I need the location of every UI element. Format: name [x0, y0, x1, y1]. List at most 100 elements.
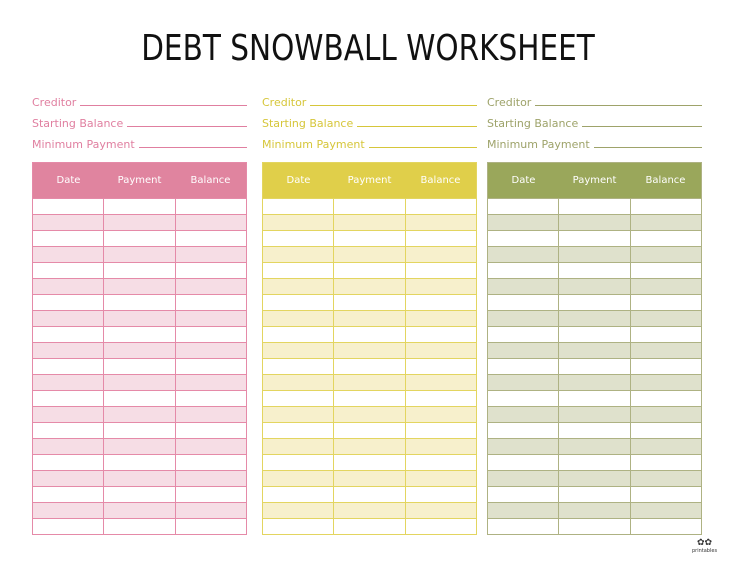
table-cell[interactable]	[174, 311, 246, 326]
table-cell[interactable]	[558, 471, 629, 486]
table-cell[interactable]	[558, 487, 629, 502]
table-cell[interactable]	[404, 215, 476, 230]
table-cell[interactable]	[333, 487, 404, 502]
table-cell[interactable]	[33, 439, 103, 454]
table-cell[interactable]	[174, 487, 246, 502]
table-cell[interactable]	[174, 199, 246, 214]
table-cell[interactable]	[333, 311, 404, 326]
table-cell[interactable]	[333, 279, 404, 294]
table-cell[interactable]	[488, 439, 558, 454]
table-cell[interactable]	[33, 231, 103, 246]
table-cell[interactable]	[558, 215, 629, 230]
table-cell[interactable]	[629, 471, 701, 486]
table-cell[interactable]	[488, 423, 558, 438]
table-cell[interactable]	[629, 231, 701, 246]
table-cell[interactable]	[404, 359, 476, 374]
table-cell[interactable]	[629, 359, 701, 374]
table-cell[interactable]	[174, 295, 246, 310]
table-cell[interactable]	[174, 375, 246, 390]
table-cell[interactable]	[103, 375, 174, 390]
table-cell[interactable]	[33, 247, 103, 262]
table-cell[interactable]	[404, 407, 476, 422]
table-cell[interactable]	[103, 295, 174, 310]
table-cell[interactable]	[263, 391, 333, 406]
table-cell[interactable]	[333, 455, 404, 470]
table-cell[interactable]	[103, 263, 174, 278]
table-cell[interactable]	[404, 279, 476, 294]
table-cell[interactable]	[404, 439, 476, 454]
table-cell[interactable]	[488, 487, 558, 502]
table-cell[interactable]	[333, 519, 404, 534]
field-input-line[interactable]	[535, 105, 702, 106]
table-cell[interactable]	[33, 391, 103, 406]
table-cell[interactable]	[333, 215, 404, 230]
table-cell[interactable]	[174, 263, 246, 278]
table-cell[interactable]	[558, 343, 629, 358]
table-cell[interactable]	[103, 343, 174, 358]
table-cell[interactable]	[333, 199, 404, 214]
table-cell[interactable]	[33, 423, 103, 438]
table-cell[interactable]	[629, 439, 701, 454]
table-cell[interactable]	[174, 343, 246, 358]
table-cell[interactable]	[488, 215, 558, 230]
table-cell[interactable]	[263, 247, 333, 262]
table-cell[interactable]	[263, 295, 333, 310]
table-cell[interactable]	[404, 487, 476, 502]
table-cell[interactable]	[629, 279, 701, 294]
table-cell[interactable]	[174, 215, 246, 230]
table-cell[interactable]	[558, 423, 629, 438]
table-cell[interactable]	[174, 471, 246, 486]
field-input-line[interactable]	[310, 105, 477, 106]
table-cell[interactable]	[629, 311, 701, 326]
table-cell[interactable]	[333, 327, 404, 342]
table-cell[interactable]	[33, 487, 103, 502]
table-cell[interactable]	[404, 503, 476, 518]
table-cell[interactable]	[103, 423, 174, 438]
table-cell[interactable]	[33, 359, 103, 374]
table-cell[interactable]	[629, 455, 701, 470]
table-cell[interactable]	[174, 391, 246, 406]
table-cell[interactable]	[558, 231, 629, 246]
table-cell[interactable]	[629, 519, 701, 534]
table-cell[interactable]	[488, 327, 558, 342]
table-cell[interactable]	[488, 503, 558, 518]
table-cell[interactable]	[103, 279, 174, 294]
table-cell[interactable]	[558, 279, 629, 294]
table-cell[interactable]	[558, 455, 629, 470]
table-cell[interactable]	[488, 199, 558, 214]
table-cell[interactable]	[404, 455, 476, 470]
field-input-line[interactable]	[127, 126, 247, 127]
table-cell[interactable]	[263, 407, 333, 422]
table-cell[interactable]	[103, 455, 174, 470]
table-cell[interactable]	[33, 471, 103, 486]
table-cell[interactable]	[174, 519, 246, 534]
table-cell[interactable]	[263, 487, 333, 502]
table-cell[interactable]	[33, 503, 103, 518]
table-cell[interactable]	[488, 343, 558, 358]
table-cell[interactable]	[263, 423, 333, 438]
table-cell[interactable]	[404, 471, 476, 486]
table-cell[interactable]	[33, 311, 103, 326]
table-cell[interactable]	[558, 327, 629, 342]
table-cell[interactable]	[629, 407, 701, 422]
table-cell[interactable]	[333, 471, 404, 486]
table-cell[interactable]	[629, 503, 701, 518]
table-cell[interactable]	[263, 311, 333, 326]
table-cell[interactable]	[558, 263, 629, 278]
table-cell[interactable]	[174, 359, 246, 374]
table-cell[interactable]	[629, 487, 701, 502]
table-cell[interactable]	[333, 407, 404, 422]
table-cell[interactable]	[333, 503, 404, 518]
field-input-line[interactable]	[368, 147, 477, 148]
table-cell[interactable]	[263, 343, 333, 358]
table-cell[interactable]	[333, 359, 404, 374]
table-cell[interactable]	[263, 279, 333, 294]
table-cell[interactable]	[629, 327, 701, 342]
table-cell[interactable]	[33, 375, 103, 390]
table-cell[interactable]	[629, 375, 701, 390]
table-cell[interactable]	[103, 327, 174, 342]
table-cell[interactable]	[558, 295, 629, 310]
table-cell[interactable]	[103, 215, 174, 230]
table-cell[interactable]	[174, 327, 246, 342]
table-cell[interactable]	[333, 295, 404, 310]
